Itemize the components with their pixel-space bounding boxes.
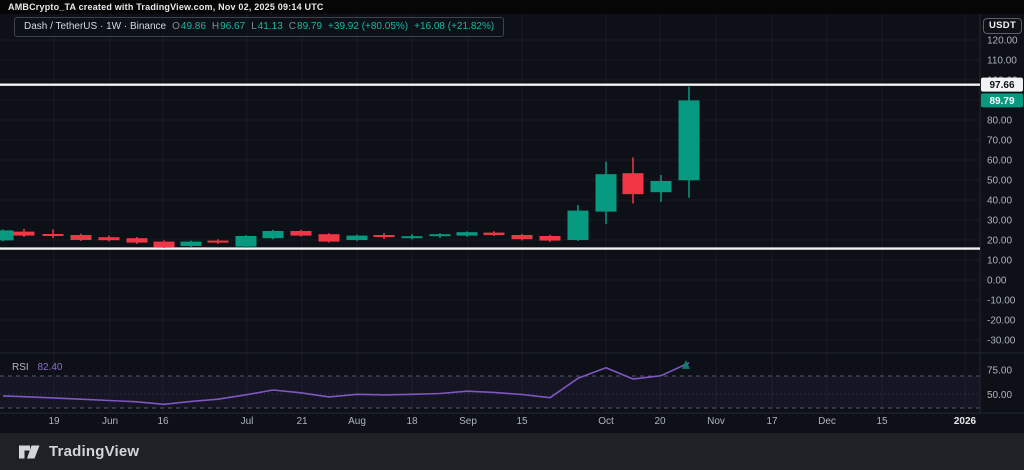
price-tick-label: 30.00: [987, 216, 1012, 227]
price-tick-label: 10.00: [987, 256, 1012, 267]
rsi-tick-label: 75.00: [987, 366, 1012, 377]
time-axis-label: 2026: [954, 416, 977, 427]
chart-canvas[interactable]: 120.00110.00100.0090.0080.0070.0060.0050…: [0, 14, 1024, 433]
currency-toggle-button[interactable]: USDT: [983, 18, 1023, 34]
candle-down: [318, 234, 340, 242]
candle-down: [483, 232, 505, 235]
candle-up: [0, 230, 14, 241]
time-axis-label: Nov: [707, 416, 725, 427]
time-axis-label: 17: [766, 416, 778, 427]
tradingview-logo-icon[interactable]: [18, 444, 41, 460]
change-secondary: +16.08 (+21.82%): [414, 21, 495, 32]
price-tick-label: 40.00: [987, 196, 1012, 207]
ohlc-high: H96.67: [211, 21, 246, 32]
price-tick-label: 50.00: [987, 176, 1012, 187]
rsi-line: [2, 362, 690, 406]
candle-down: [98, 237, 120, 241]
time-axis-label: 20: [654, 416, 666, 427]
candle-up: [180, 241, 202, 246]
price-tick-label: 120.00: [987, 36, 1018, 47]
candle-up: [595, 174, 617, 212]
attribution-text: AMBCrypto_TA created with TradingView.co…: [8, 2, 324, 12]
candle-down: [153, 241, 175, 248]
price-tick-label: -30.00: [987, 336, 1016, 347]
price-tick-label: -20.00: [987, 316, 1016, 327]
candle-up: [678, 100, 700, 181]
price-tick-label: 60.00: [987, 156, 1012, 167]
symbol-legend[interactable]: Dash / TetherUS · 1W · Binance O49.86 H9…: [14, 17, 505, 37]
time-axis-label: 16: [157, 416, 169, 427]
price-chart[interactable]: 120.00110.00100.0090.0080.0070.0060.0050…: [0, 14, 1024, 433]
candle-down: [290, 231, 312, 236]
last-price-badge: [981, 93, 1023, 108]
candle-up: [346, 235, 368, 240]
change-primary: +39.92 (+80.05%): [328, 21, 409, 32]
price-tick-label: -10.00: [987, 296, 1016, 307]
candle-up: [235, 236, 257, 247]
price-tick-label: 80.00: [987, 116, 1012, 127]
ohlc-low: L41.13: [251, 21, 283, 32]
time-axis-label: Jul: [241, 416, 254, 427]
ohlc-close: C89.79: [288, 21, 323, 32]
candle-down: [373, 235, 395, 237]
symbol-title: Dash / TetherUS · 1W · Binance: [24, 21, 167, 32]
candle-up: [650, 181, 672, 193]
level-price-badge-text: 97.66: [989, 80, 1014, 91]
candle-up: [262, 231, 284, 239]
time-axis-label: Aug: [348, 416, 366, 427]
time-axis-label: 18: [406, 416, 418, 427]
price-tick-label: 70.00: [987, 136, 1012, 147]
rsi-value: 82.40: [37, 362, 63, 373]
candle-down: [13, 231, 35, 236]
time-axis-label: Oct: [598, 416, 614, 427]
time-axis-label: Jun: [102, 416, 118, 427]
candle-up: [401, 236, 423, 239]
time-axis-label: 15: [876, 416, 888, 427]
candle-down: [207, 240, 229, 243]
time-axis-label: Dec: [818, 416, 836, 427]
candle-down: [622, 173, 644, 195]
ohlc-open: O49.86: [172, 21, 206, 32]
rsi-name: RSI: [12, 362, 29, 373]
level-price-badge: [981, 77, 1023, 92]
last-price-badge-text: 89.79: [989, 96, 1014, 107]
candle-up: [456, 232, 478, 236]
attribution-bar: AMBCrypto_TA created with TradingView.co…: [0, 0, 1024, 14]
rsi-end-marker: [682, 359, 690, 369]
time-axis-label: 15: [516, 416, 528, 427]
price-tick-label: 110.00: [987, 56, 1017, 67]
candle-up: [567, 210, 589, 240]
candle-down: [70, 235, 92, 240]
time-axis-label: Sep: [459, 416, 477, 427]
price-tick-label: 20.00: [987, 236, 1012, 247]
rsi-tick-label: 50.00: [987, 390, 1012, 401]
footer-bar: TradingView: [0, 433, 1024, 470]
time-axis-label: 19: [48, 416, 60, 427]
candle-down: [42, 234, 64, 236]
brand-name[interactable]: TradingView: [49, 443, 140, 460]
candle-down: [126, 238, 148, 243]
time-axis-label: 21: [296, 416, 308, 427]
price-tick-label: 0.00: [987, 276, 1007, 287]
candle-down: [539, 236, 561, 241]
rsi-indicator-legend[interactable]: RSI 82.40: [12, 362, 62, 373]
candle-up: [429, 234, 451, 237]
candle-down: [511, 235, 533, 240]
